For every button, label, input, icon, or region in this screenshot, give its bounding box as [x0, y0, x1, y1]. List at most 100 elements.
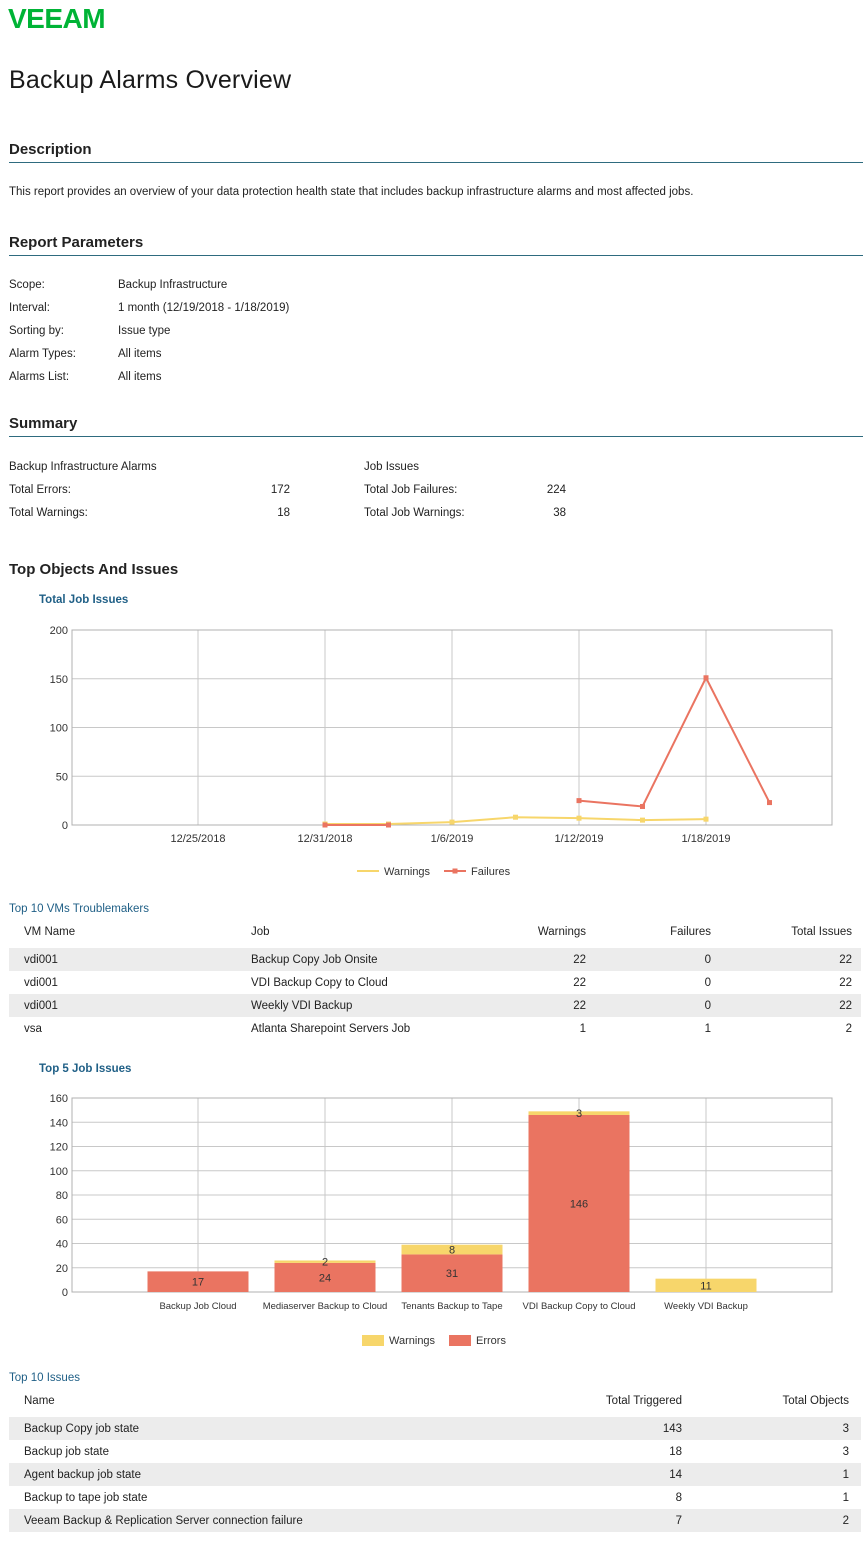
summary-alarms-heading: Backup Infrastructure Alarms [9, 461, 157, 473]
section-parameters-title: Report Parameters [9, 234, 144, 251]
param-value: All items [118, 348, 162, 360]
column-header: Job [251, 926, 270, 938]
x-tick-label: 1/18/2019 [682, 833, 731, 845]
y-tick-label: 60 [56, 1214, 68, 1226]
y-tick-label: 100 [50, 1166, 68, 1178]
job-cell: Backup Copy Job Onsite [251, 948, 521, 971]
vm-name-cell: vdi001 [9, 994, 251, 1017]
veeam-logo-mark: VEEAM [8, 3, 106, 34]
table-header-row: VM Name Job Warnings Failures Total Issu… [9, 926, 861, 948]
legend-label-errors: Errors [476, 1335, 506, 1347]
issue-name-cell: Veeam Backup & Replication Server connec… [9, 1509, 529, 1532]
triggered-cell: 143 [529, 1417, 682, 1440]
bar-data-label: 31 [446, 1268, 458, 1280]
y-tick-label: 0 [62, 820, 68, 832]
y-tick-label: 50 [56, 771, 68, 783]
total-cell: 22 [711, 948, 861, 971]
failures-cell: 1 [704, 1022, 711, 1035]
column-header: Failures [670, 926, 711, 938]
section-top-title: Top Objects And Issues [9, 561, 179, 578]
section-divider [9, 255, 863, 256]
table-header-row: Name Total Triggered Total Objects [9, 1395, 861, 1417]
column-header: Total Issues [791, 926, 852, 938]
objects-cell: 1 [682, 1463, 861, 1486]
failures-cell: 0 [586, 994, 711, 1017]
vms-table: VM Name Job Warnings Failures Total Issu… [9, 926, 861, 1040]
issues-table-title: Top 10 Issues [9, 1372, 80, 1384]
param-value: 1 month (12/19/2018 - 1/18/2019) [118, 302, 290, 314]
data-point-warnings [513, 814, 518, 820]
bar-errors [274, 1262, 376, 1292]
bar-data-label: 146 [570, 1198, 588, 1210]
x-category-label: Backup Job Cloud [159, 1301, 236, 1312]
x-category-label: Weekly VDI Backup [664, 1301, 748, 1312]
data-point-failures [386, 822, 391, 828]
y-tick-label: 80 [56, 1190, 68, 1202]
issue-name-cell: Backup job state [24, 1445, 110, 1458]
column-header: Warnings [537, 926, 586, 938]
data-point-warnings [640, 817, 645, 823]
bar-data-label: 8 [449, 1245, 455, 1257]
summary-value: 18 [277, 507, 290, 519]
data-point-warnings [576, 815, 582, 821]
bar-errors [528, 1114, 630, 1292]
y-tick-label: 160 [50, 1093, 68, 1105]
warnings-cell: 22 [573, 976, 586, 989]
vm-name-cell: vdi001 [24, 976, 58, 989]
table-row: Backup to tape job state 8 1 [9, 1486, 861, 1509]
x-tick-label: 12/25/2018 [170, 833, 225, 845]
section-description-title: Description [9, 141, 92, 158]
data-point-warnings [449, 819, 455, 825]
bar-data-label: 17 [192, 1277, 204, 1289]
summary-label: Total Job Failures: [364, 484, 458, 496]
vm-name-cell: vdi001 [9, 948, 251, 971]
param-label: Interval: [9, 302, 50, 314]
issue-name-cell: Agent backup job state [9, 1463, 529, 1486]
column-header: VM Name [24, 926, 76, 938]
y-tick-label: 40 [56, 1239, 68, 1251]
y-tick-label: 200 [50, 625, 68, 637]
triggered-cell: 8 [675, 1491, 682, 1504]
bar-chart-title: Top 5 Job Issues [39, 1063, 132, 1075]
param-label: Alarms List: [9, 371, 70, 383]
legend-marker-failures [452, 868, 458, 874]
bar-data-label: 11 [700, 1280, 711, 1292]
legend-swatch-warnings [362, 1335, 384, 1346]
bar-errors [401, 1254, 503, 1292]
y-tick-label: 20 [56, 1263, 68, 1275]
section-divider [9, 162, 863, 163]
job-cell: Atlanta Sharepoint Servers Job [251, 1022, 411, 1035]
job-cell: Weekly VDI Backup [251, 994, 521, 1017]
objects-cell: 3 [842, 1445, 849, 1458]
issue-name-cell: Backup to tape job state [24, 1491, 148, 1504]
y-tick-label: 140 [50, 1117, 68, 1129]
data-point-failures [322, 822, 328, 828]
bar-data-label: 24 [319, 1272, 331, 1284]
data-point-failures [767, 800, 772, 806]
objects-cell: 2 [682, 1509, 861, 1532]
summary-label: Total Errors: [9, 484, 71, 496]
line-chart-title: Total Job Issues [39, 594, 129, 606]
y-tick-label: 150 [50, 674, 68, 686]
summary-jobs-heading: Job Issues [364, 461, 419, 473]
triggered-cell: 18 [669, 1445, 682, 1458]
bar-warnings [528, 1111, 630, 1115]
bar-errors [147, 1271, 249, 1292]
summary-label: Total Warnings: [9, 507, 88, 519]
table-row: Backup Copy job state 143 3 [9, 1417, 861, 1440]
column-header: Total Objects [782, 1395, 849, 1407]
x-tick-label: 12/31/2018 [297, 833, 352, 845]
vm-name-cell: vsa [24, 1022, 42, 1035]
column-header: Total Triggered [605, 1395, 682, 1407]
data-point-failures [703, 675, 709, 681]
triggered-cell: 14 [529, 1463, 682, 1486]
triggered-cell: 7 [529, 1509, 682, 1532]
page-title: Backup Alarms Overview [9, 66, 292, 94]
total-cell: 22 [711, 994, 861, 1017]
data-point-failures [640, 803, 645, 809]
job-cell: VDI Backup Copy to Cloud [251, 976, 388, 989]
column-header: Name [24, 1395, 55, 1407]
x-category-label: Mediaserver Backup to Cloud [263, 1301, 388, 1312]
objects-cell: 1 [842, 1491, 849, 1504]
section-summary-title: Summary [9, 415, 78, 432]
